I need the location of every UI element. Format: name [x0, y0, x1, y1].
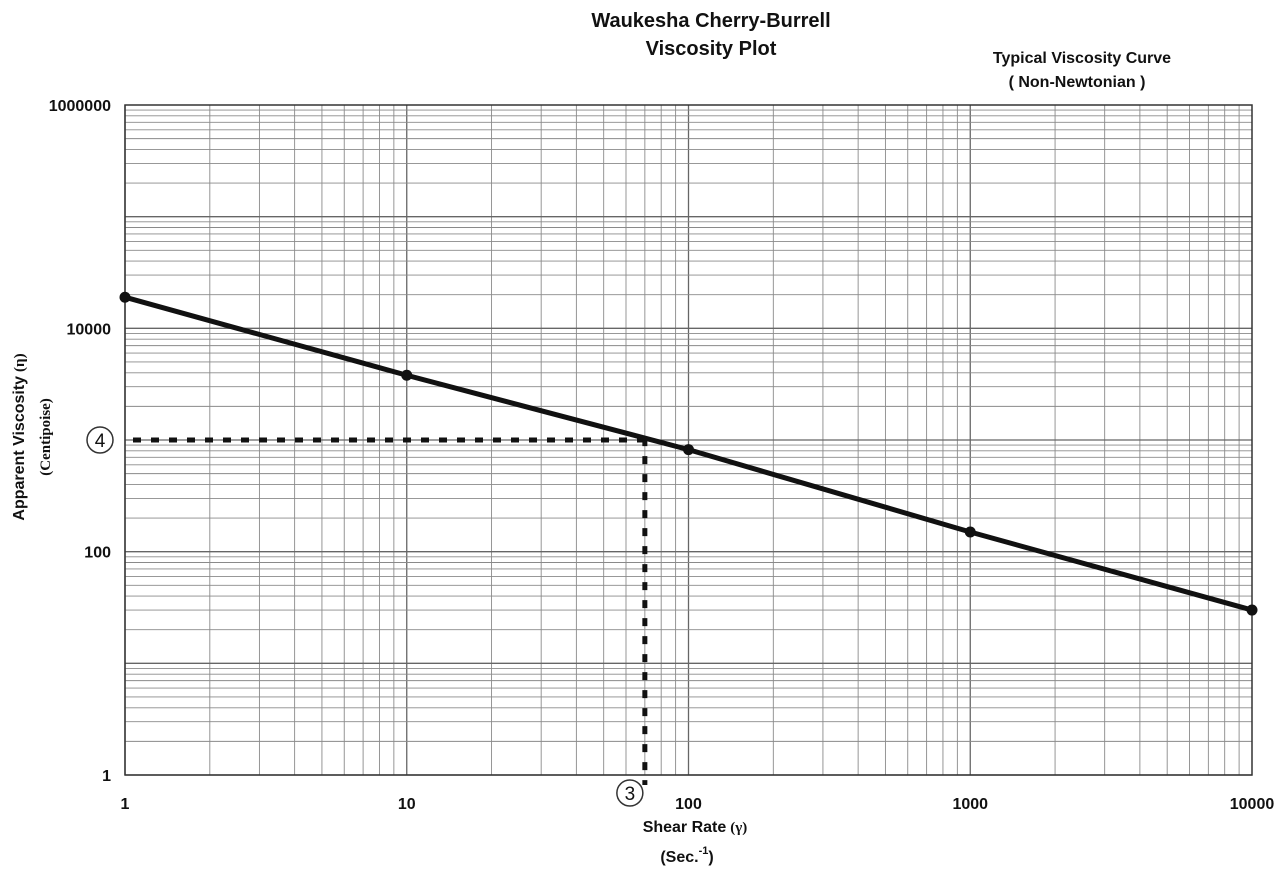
- x-axis-symbol: (γ): [730, 820, 747, 836]
- data-point: [401, 369, 413, 381]
- x-tick-label: 100: [675, 796, 702, 813]
- chart-title: Waukesha Cherry-Burrell: [591, 10, 830, 32]
- x-units-suffix: ): [708, 849, 713, 866]
- y-axis-label: Apparent Viscosity: [11, 376, 28, 521]
- reference-marker-label: 4: [95, 431, 106, 452]
- y-tick-label: 1000000: [49, 98, 111, 115]
- annotation-line2: ( Non-Newtonian ): [1009, 74, 1146, 91]
- data-point: [1246, 604, 1258, 616]
- chart-subtitle: Viscosity Plot: [646, 38, 777, 60]
- y-axis-title: Apparent Viscosity (η): [11, 353, 28, 520]
- tick-labels: 1 10 100 1000 10000 1 100 10000 1000000: [49, 98, 1275, 813]
- grid: [124, 105, 1252, 776]
- x-axis-label: Shear Rate: [643, 819, 727, 836]
- data-point: [683, 444, 694, 456]
- annotation-line1: Typical Viscosity Curve: [993, 50, 1171, 67]
- y-tick-label: 1: [102, 768, 111, 785]
- reference-marker-circle: [86, 426, 114, 454]
- plot-frame: [124, 104, 1253, 776]
- x-tick-label: 1: [121, 796, 130, 813]
- reference-lines: 43: [86, 426, 653, 807]
- x-tick-label: 10000: [1230, 796, 1275, 813]
- reference-marker-circle: [616, 779, 644, 807]
- x-units-prefix: (Sec.: [660, 849, 698, 866]
- x-tick-label: 1000: [952, 796, 988, 813]
- x-tick-label: 10: [398, 796, 416, 813]
- data-point: [119, 291, 131, 303]
- x-axis-title: Shear Rate (γ): [643, 819, 748, 836]
- series: [119, 291, 1258, 616]
- y-tick-label: 100: [84, 545, 111, 562]
- y-tick-label: 10000: [67, 321, 112, 338]
- y-axis-symbol: (η): [12, 353, 28, 372]
- x-axis-units: (Sec.-1): [660, 845, 713, 866]
- y-axis-units: (Centipoise): [38, 398, 54, 476]
- reference-marker-label: 3: [625, 784, 636, 805]
- x-units-exp: -1: [699, 845, 709, 857]
- data-point: [964, 526, 976, 538]
